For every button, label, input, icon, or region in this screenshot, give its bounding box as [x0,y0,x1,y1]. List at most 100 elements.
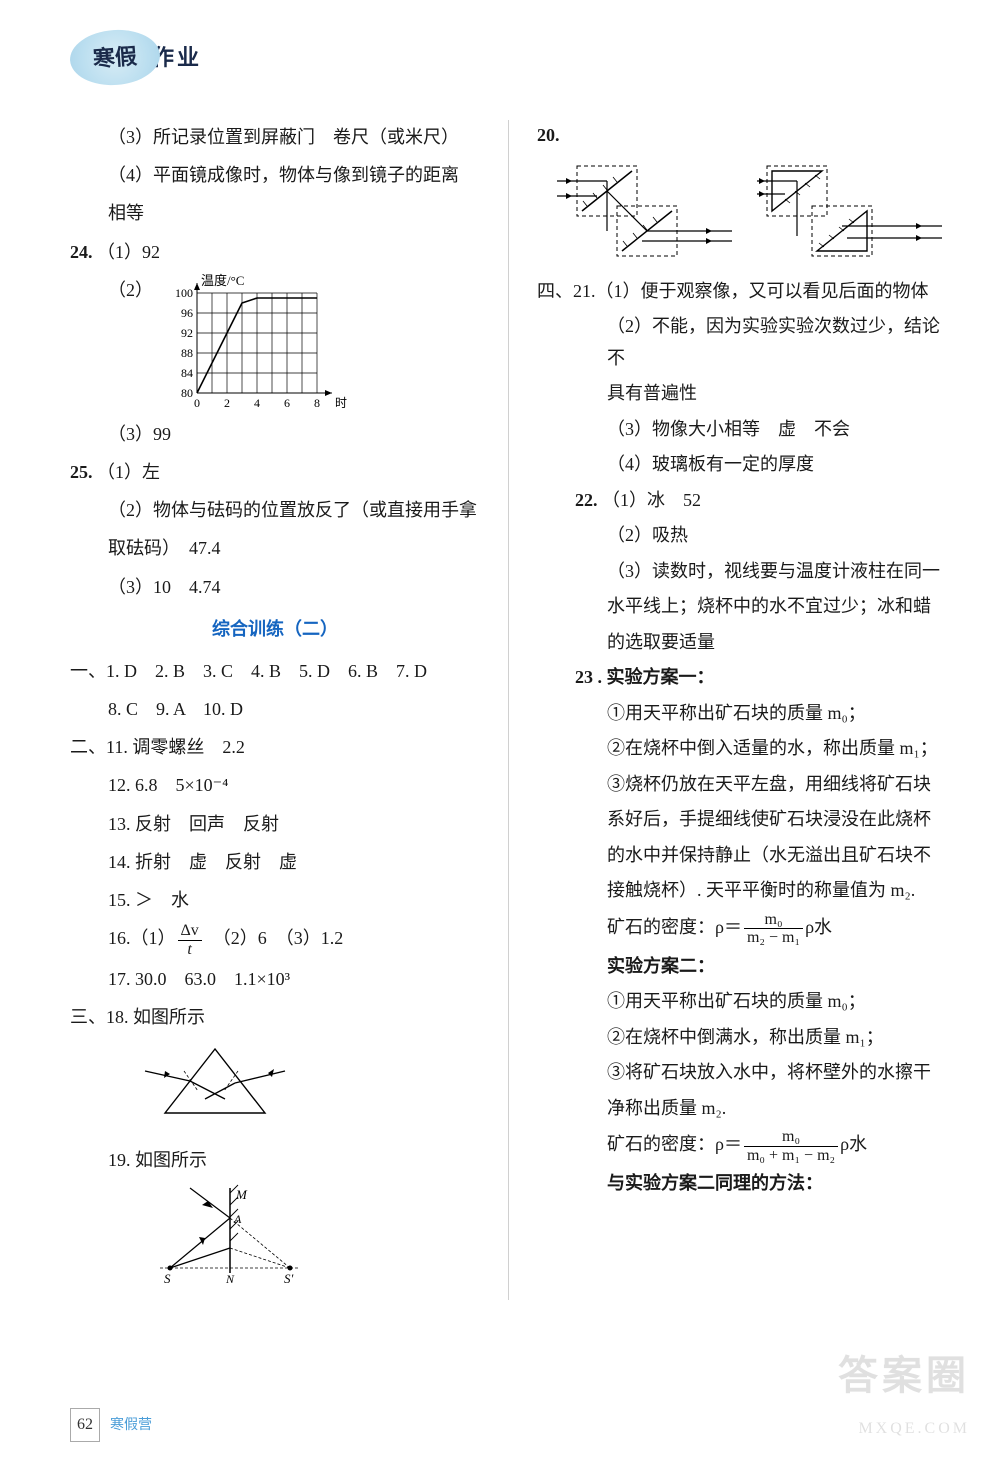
q22-2: （2）吸热 [537,520,947,552]
content-columns: （3）所记录位置到屏蔽门 卷尺（或米尺） （4）平面镜成像时，物体与像到镜子的距… [70,120,950,1300]
svg-text:A: A [233,1212,242,1226]
q17: 17. 30.0 63.0 1.1×10³ [70,962,480,996]
svg-text:2: 2 [224,396,230,410]
q24: 24. （1）92 [70,235,480,269]
plan1-3b: 系好后，手提细线使矿石块浸没在此烧杯 [537,804,947,836]
page-header: 寒假 作业 [70,30,202,85]
watermark-big: 答案圈 [838,1338,970,1414]
watermark-small: MXQE.COM [838,1414,970,1444]
section-title: 综合训练（二） [70,612,480,646]
q21-3: （3）物像大小相等 虚 不会 [537,414,947,446]
right-column: 20. [517,120,947,1300]
watermark: 答案圈 MXQE.COM [838,1338,970,1444]
svg-text:0: 0 [194,396,200,410]
plan1-3a: ③烧杯仍放在天平左盘，用细线将矿石块 [537,769,947,801]
plan1-title: 实验方案一： [607,667,715,687]
q16: 16.（1）Δvt （2）6 （3）1.2 [70,921,480,958]
q20: 20. [537,120,947,152]
q25-2a: （2）物体与砝码的位置放反了（或直接用手拿 [70,493,480,527]
q15: 15. ＞ 水 [70,883,480,917]
chart-ylabel: 温度/°C [201,273,244,288]
q16a: 16.（1） [108,928,176,948]
plan1-density: 矿石的密度：ρ＝m₀m₂ − m₁ρ水 [537,911,947,947]
sec3-18: 三、18. 如图所示 [70,1000,480,1034]
chart-xlabel: 时间/min [335,396,347,410]
q24-2: （2） [108,273,153,307]
svg-text:S: S [164,1271,171,1283]
q24-1: （1）92 [97,242,160,262]
plan1-3c: 的水中并保持静止（水无溢出且矿石块不 [537,840,947,872]
svg-text:80: 80 [181,386,193,400]
svg-text:88: 88 [181,346,193,360]
plan1-2: ②在烧杯中倒入适量的水，称出质量 m₁； [537,733,947,765]
q14: 14. 折射 虚 反射 虚 [70,845,480,879]
q22: 22. （1）冰 52 [537,485,947,517]
column-divider [508,120,509,1300]
q24-3: （3）99 [70,417,480,451]
q21-2b: 具有普遍性 [537,378,947,410]
q21-4: （4）玻璃板有一定的厚度 [537,449,947,481]
figure-20 [557,156,947,266]
figure-18 [140,1041,480,1137]
q22-num: 22. [575,490,598,510]
same-method: 与实验方案二同理的方法： [537,1168,947,1200]
q23-4b: 相等 [70,196,480,230]
q25-1: （1）左 [97,462,160,482]
svg-text:6: 6 [284,396,290,410]
footer-label: 寒假营 [110,1418,152,1433]
svg-text:96: 96 [181,306,193,320]
plan1-1: ①用天平称出矿石块的质量 m₀； [537,698,947,730]
svg-text:4: 4 [254,396,260,410]
q24-2-row: （2） 温度/°C [70,273,480,413]
plan2-density: 矿石的密度：ρ＝m₀m₀ + m₁ − m₂ρ水 [537,1128,947,1164]
svg-text:84: 84 [181,366,193,380]
q25-2b: 取砝码） 47.4 [70,531,480,565]
q25-num: 25. [70,462,93,482]
plan1-fraction: m₀m₂ − m₁ [744,911,803,947]
sec4-21: 四、21.（1）便于观察像，又可以看见后面的物体 [537,276,947,308]
q23-4a: （4）平面镜成像时，物体与像到镜子的距离 [70,158,480,192]
svg-text:8: 8 [314,396,320,410]
left-column: （3）所记录位置到屏蔽门 卷尺（或米尺） （4）平面镜成像时，物体与像到镜子的距… [70,120,500,1300]
svg-text:100: 100 [175,286,193,300]
svg-text:92: 92 [181,326,193,340]
q22-3a: （3）读数时，视线要与温度计液柱在同一 [537,556,947,588]
q13: 13. 反射 回声 反射 [70,807,480,841]
svg-text:N: N [225,1272,235,1283]
q23-3: （3）所记录位置到屏蔽门 卷尺（或米尺） [70,120,480,154]
q22-1: （1）冰 52 [602,490,701,510]
svg-text:S′: S′ [284,1271,294,1283]
page-footer: 62 寒假营 [70,1408,152,1442]
q25-3: （3）10 4.74 [70,570,480,604]
svg-text:M: M [235,1187,248,1202]
plan2-3b: 净称出质量 m₂. [537,1093,947,1125]
rho-water-2: ρ水 [840,1134,867,1154]
sec1: 一、1. D 2. B 3. C 4. B 5. D 6. B 7. D [70,654,480,688]
q20-num: 20. [537,125,560,145]
figure-19: S S′ M A N [140,1183,480,1294]
rho-water-1: ρ水 [805,917,832,937]
q12: 12. 6.8 5×10⁻⁴ [70,768,480,802]
plan2-title: 实验方案二： [537,951,947,983]
plan2-density-label: 矿石的密度：ρ＝ [607,1134,742,1154]
plan2-2: ②在烧杯中倒满水，称出质量 m₁； [537,1022,947,1054]
plan2-3a: ③将矿石块放入水中，将杯壁外的水擦干 [537,1057,947,1089]
sec1b: 8. C 9. A 10. D [70,692,480,726]
q25: 25. （1）左 [70,455,480,489]
plan1-3d: 接触烧杯）. 天平平衡时的称量值为 m₂. [537,875,947,907]
q23-num: 23 . [575,667,602,687]
q19: 19. 如图所示 [70,1143,480,1177]
q22-3c: 的选取要适量 [537,627,947,659]
sec2-11: 二、11. 调零螺丝 2.2 [70,730,480,764]
q21-2a: （2）不能，因为实验实验次数过少，结论不 [537,311,947,374]
plan2-fraction: m₀m₀ + m₁ − m₂ [744,1128,838,1164]
q22-3b: 水平线上；烧杯中的水不宜过少；冰和蜡 [537,591,947,623]
plan1-density-label: 矿石的密度：ρ＝ [607,917,742,937]
q23: 23 . 实验方案一： [537,662,947,694]
temperature-chart: 温度/°C [157,273,347,413]
q24-num: 24. [70,242,93,262]
q16-fraction: Δvt [178,922,202,958]
page-number: 62 [70,1408,100,1442]
q16b: （2）6 （3）1.2 [204,928,344,948]
plan2-1: ①用天平称出矿石块的质量 m₀； [537,986,947,1018]
